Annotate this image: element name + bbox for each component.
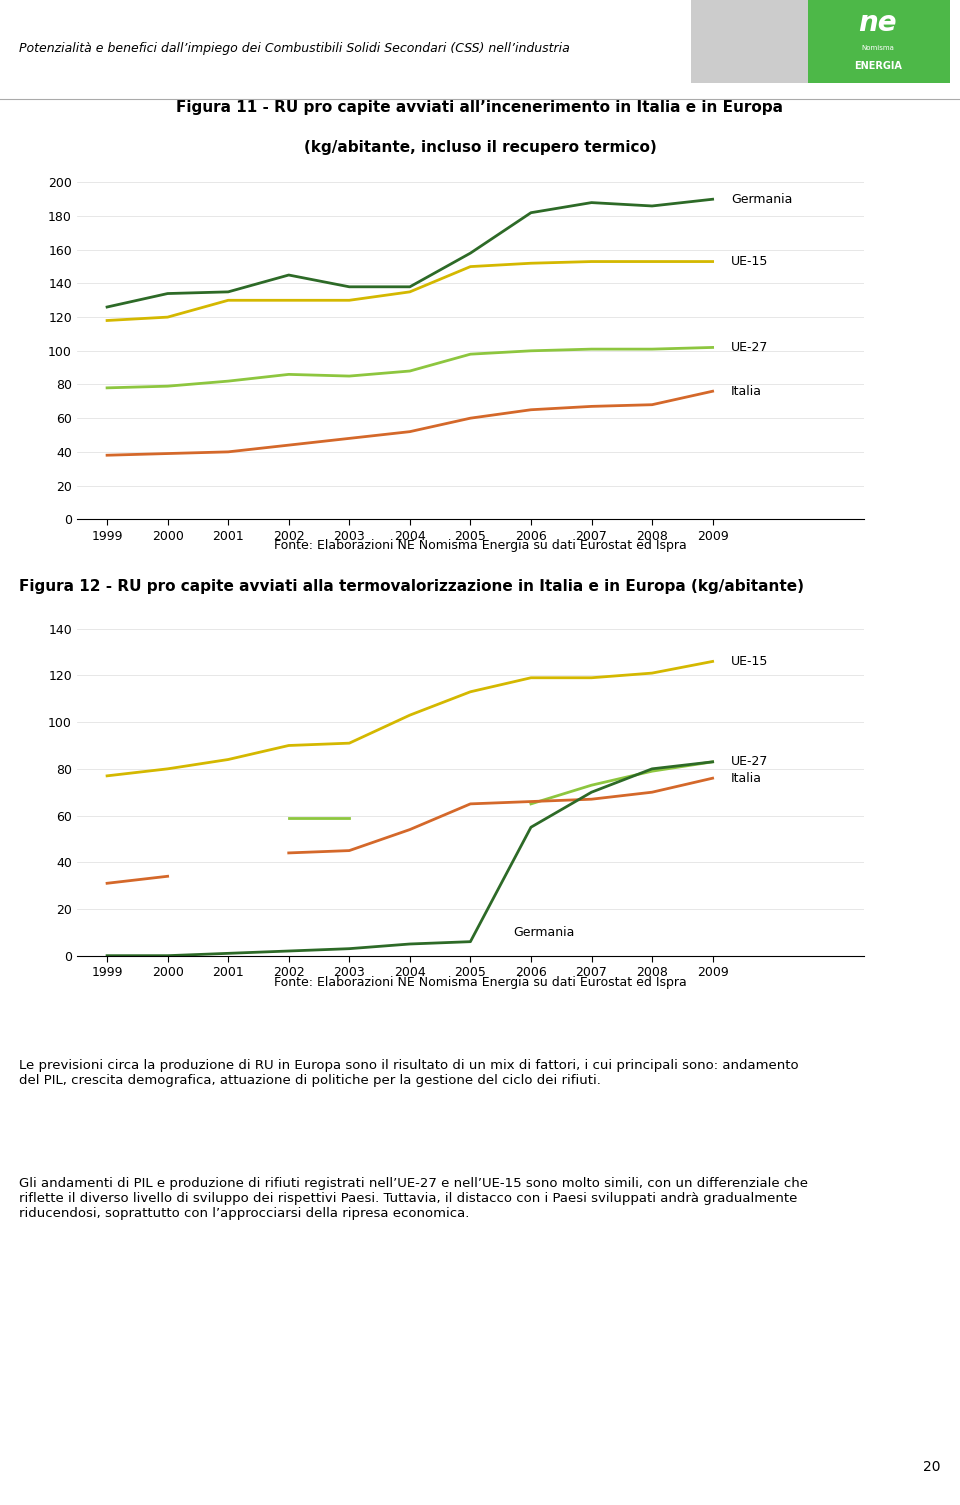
Text: Figura 11 - RU pro capite avviati all’incenerimento in Italia e in Europa: Figura 11 - RU pro capite avviati all’in…: [177, 99, 783, 114]
Text: Nomisma: Nomisma: [861, 45, 895, 51]
Text: Fonte: Elaborazioni NE Nomisma Energia su dati Eurostat ed Ispra: Fonte: Elaborazioni NE Nomisma Energia s…: [274, 975, 686, 989]
FancyBboxPatch shape: [807, 0, 950, 83]
Text: Le previsioni circa la produzione di RU in Europa sono il risultato di un mix di: Le previsioni circa la produzione di RU …: [19, 1060, 799, 1087]
FancyBboxPatch shape: [691, 0, 950, 83]
Text: 20: 20: [924, 1460, 941, 1475]
Text: ne: ne: [858, 9, 898, 38]
Text: Fonte: Elaborazioni NE Nomisma Energia su dati Eurostat ed Ispra: Fonte: Elaborazioni NE Nomisma Energia s…: [274, 539, 686, 552]
Text: Italia: Italia: [731, 772, 762, 784]
Text: Gli andamenti di PIL e produzione di rifiuti registrati nell’UE-27 e nell’UE-15 : Gli andamenti di PIL e produzione di rif…: [19, 1177, 808, 1221]
Text: UE-15: UE-15: [731, 655, 768, 668]
Text: Italia: Italia: [731, 385, 762, 397]
Text: (kg/abitante, incluso il recupero termico): (kg/abitante, incluso il recupero termic…: [303, 140, 657, 155]
Text: UE-15: UE-15: [731, 254, 768, 268]
Text: ENERGIA: ENERGIA: [853, 62, 901, 71]
Text: Germania: Germania: [731, 193, 792, 206]
Text: Figura 12 - RU pro capite avviati alla termovalorizzazione in Italia e in Europa: Figura 12 - RU pro capite avviati alla t…: [19, 579, 804, 594]
Text: Potenzialità e benefici dall’impiego dei Combustibili Solidi Secondari (CSS) nel: Potenzialità e benefici dall’impiego dei…: [19, 42, 570, 56]
Text: UE-27: UE-27: [731, 756, 768, 769]
Text: UE-27: UE-27: [731, 342, 768, 354]
Text: Germania: Germania: [513, 926, 574, 939]
